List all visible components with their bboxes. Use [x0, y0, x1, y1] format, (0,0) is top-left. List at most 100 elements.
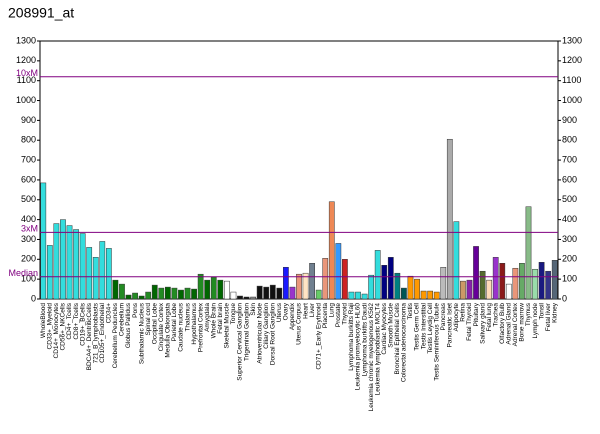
y-tick-label: 700 — [21, 154, 36, 164]
bar — [269, 284, 276, 300]
bar — [505, 283, 512, 300]
bar — [276, 287, 283, 300]
bar — [460, 280, 466, 300]
x-tick-label: Fetal lung — [486, 303, 493, 332]
x-tick-label: Globus Pallidus — [125, 302, 132, 348]
bar — [361, 293, 368, 300]
x-tick-label: Trigeminal Ganglion — [243, 303, 250, 361]
x-tick-label: Lung — [329, 303, 336, 318]
x-tick-label: 721_B_lymphoblasts — [92, 302, 99, 363]
bar — [440, 266, 447, 300]
x-tick-label: Fetal Thyroid — [466, 303, 473, 341]
x-tick-label: Cerebellum — [119, 303, 126, 336]
x-tick-label: Cingulate Cortex — [158, 302, 165, 351]
x-tick-label: CD105+_Endothelial — [99, 302, 106, 362]
y-tick-label: 1000 — [16, 95, 36, 105]
y2-tick-label: 1100 — [562, 75, 581, 85]
bar — [466, 279, 473, 300]
bar — [283, 266, 289, 300]
reference-label: 10xM — [16, 68, 38, 78]
y-tick-label: 200 — [21, 254, 36, 264]
x-tick-label: Testis — [407, 302, 414, 319]
x-tick-label: Thalamus — [184, 302, 191, 331]
y-tick-label: 1100 — [17, 75, 36, 85]
x-tick-label: WholeBlood — [40, 303, 47, 338]
y-tick-label: 500 — [21, 194, 36, 204]
bar — [512, 267, 519, 300]
y2-tick-label: 800 — [562, 135, 577, 145]
bar — [191, 288, 197, 300]
bar — [164, 286, 171, 300]
x-tick-label: Prostate — [335, 303, 342, 328]
bar — [125, 294, 132, 300]
bar — [525, 206, 532, 300]
bar — [145, 291, 152, 300]
bar — [427, 290, 434, 300]
bar — [342, 259, 348, 300]
x-tick-label: CD19+_BCells — [79, 302, 86, 346]
y2-tick-label: 700 — [562, 154, 577, 164]
x-tick-label: Fetal liver — [545, 302, 552, 331]
x-tick-label: Prefrontal Cortex — [197, 302, 204, 352]
bar — [204, 279, 211, 300]
x-tick-label: Medulla Oblongata — [165, 303, 172, 358]
y2-tick-label: 900 — [562, 115, 577, 125]
bar — [420, 290, 427, 300]
x-tick-label: Adrenal Cortex — [512, 302, 519, 346]
bar — [407, 275, 414, 300]
bar — [532, 268, 538, 300]
y-tick-label: 100 — [21, 274, 36, 284]
x-tick-label: CD4+_Tcells — [66, 302, 73, 339]
x-tick-label: Lymphoma burkitts Raji — [348, 303, 355, 371]
x-tick-label: Lymphoma burkitts Daudi — [361, 303, 368, 376]
y2-tick-label: 1200 — [562, 55, 582, 65]
bar — [46, 245, 53, 300]
x-tick-label: Appendix — [289, 302, 296, 330]
bar — [348, 291, 355, 300]
bar — [479, 270, 486, 300]
x-tick-label: Lymph node — [532, 303, 539, 339]
x-tick-label: Bronchial Epithelial Cells — [394, 302, 401, 374]
bar — [151, 284, 158, 300]
bar — [309, 263, 315, 300]
bar — [178, 289, 184, 300]
x-tick-label: Salivary gland — [479, 303, 486, 344]
bar — [519, 263, 525, 300]
bar — [250, 296, 256, 300]
x-tick-label: Bone marrow — [519, 303, 526, 342]
x-tick-label: Spinal cord — [145, 303, 152, 336]
bar — [138, 295, 145, 300]
bar — [99, 241, 106, 300]
reference-label: Median — [8, 268, 38, 278]
bar — [551, 260, 558, 300]
x-tick-label: Olfactory Bulb — [499, 303, 506, 344]
bar — [381, 265, 388, 300]
x-tick-label: Thyroid — [342, 303, 349, 325]
x-tick-label: Caudate nucleus — [178, 302, 185, 352]
x-tick-label: Superior Cervical Ganglion — [237, 303, 244, 381]
bar — [538, 262, 545, 300]
bar — [433, 291, 440, 300]
bar — [355, 291, 361, 300]
bar — [224, 280, 230, 300]
x-tick-label: Uterus — [276, 302, 283, 322]
y-tick-label: 0 — [31, 293, 36, 303]
bar — [446, 138, 453, 300]
bar — [492, 257, 499, 300]
bar — [368, 274, 374, 300]
bar — [499, 263, 506, 300]
y-tick-label: 600 — [21, 174, 36, 184]
x-tick-label: Pituitary — [473, 302, 480, 326]
x-tick-label: Thymus — [525, 302, 532, 326]
x-tick-label: Uterus Corpus — [296, 302, 303, 345]
y2-tick-label: 100 — [562, 274, 577, 284]
bar — [119, 283, 125, 300]
x-tick-label: Leukemia chronic myelogenous K562 — [368, 303, 375, 412]
bar — [335, 243, 342, 300]
chart-title: 208991_at — [8, 5, 74, 21]
x-tick-label: Adrenal Gland — [506, 303, 513, 345]
x-tick-label: Testis Leydig Cell — [427, 302, 434, 353]
bar — [263, 286, 270, 300]
x-tick-label: CD14+_Monocytes — [53, 302, 60, 358]
